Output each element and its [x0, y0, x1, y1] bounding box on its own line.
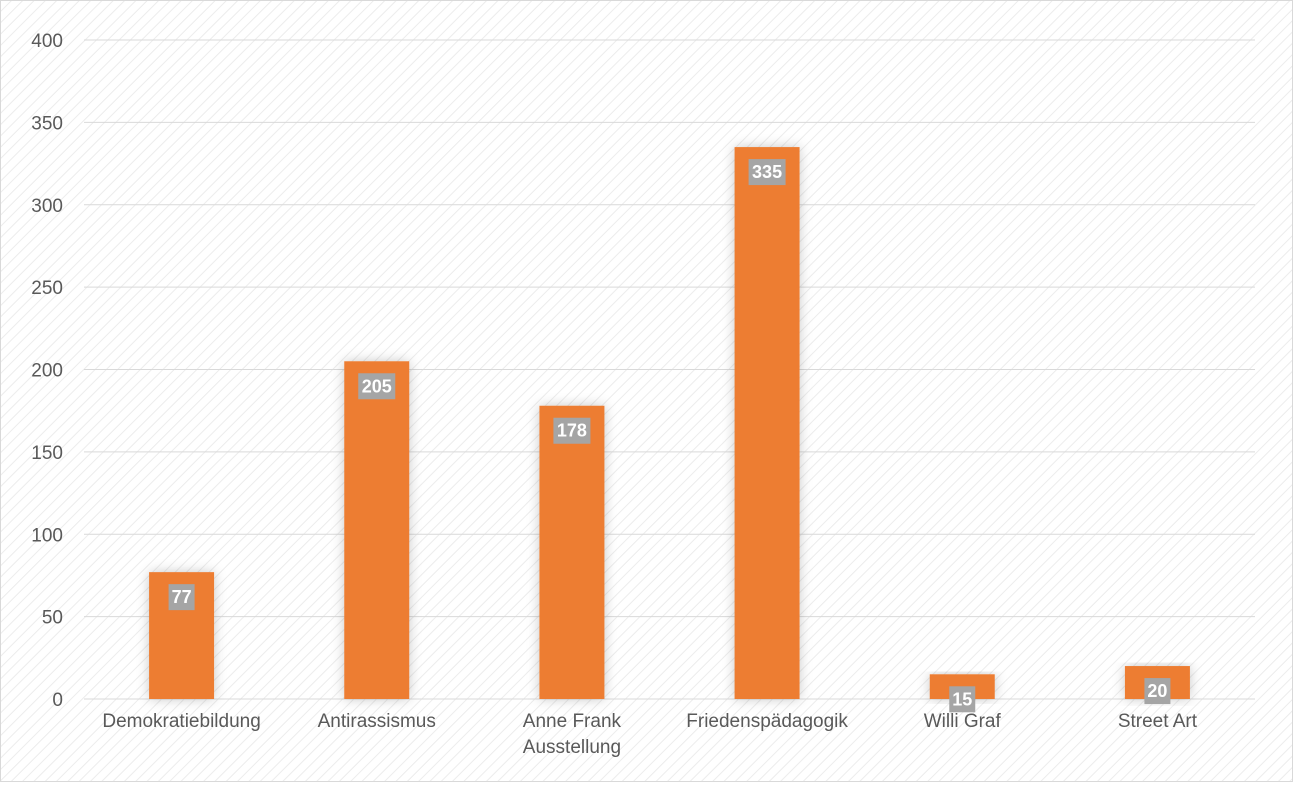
data-label: 178 [557, 421, 587, 441]
y-tick-label: 400 [31, 31, 63, 52]
y-tick-label: 150 [31, 443, 63, 464]
data-label-box [553, 417, 591, 444]
bar [734, 147, 800, 699]
y-tick-label: 50 [42, 608, 63, 629]
bar [344, 361, 410, 699]
x-axis-categories: Demokratiebildung Antirassismus Anne Frank… [102, 711, 1197, 758]
y-tick-label: 250 [31, 278, 63, 299]
data-label: 20 [1147, 681, 1167, 701]
data-label-box [358, 373, 396, 400]
x-category-label: Anne Frank [523, 711, 622, 732]
data-label: 15 [952, 689, 972, 709]
data-label-box [168, 584, 195, 611]
data-label: 335 [752, 162, 782, 182]
bars [149, 147, 1190, 699]
x-category-label: Willi Graf [924, 711, 1002, 732]
data-label: 205 [362, 376, 392, 396]
data-label-box [949, 686, 976, 713]
bar [539, 405, 605, 699]
y-tick-label: 100 [31, 525, 63, 546]
x-category-label: Antirassismus [318, 711, 436, 732]
y-tick-label: 200 [31, 361, 63, 382]
x-category-label: Ausstellung [523, 737, 621, 758]
data-labels: 77 205 178 335 15 20 [168, 159, 1171, 713]
x-category-label: Demokratiebildung [102, 711, 260, 732]
y-axis-ticks: 0 50 100 150 200 250 300 350 400 [31, 31, 63, 711]
x-category-label: Street Art [1118, 711, 1198, 732]
y-tick-label: 0 [52, 690, 63, 711]
y-tick-label: 350 [31, 113, 63, 134]
gridlines [84, 39, 1255, 700]
data-label-box [748, 159, 786, 186]
data-label: 77 [172, 587, 192, 607]
x-category-label: Friedenspädagogik [686, 711, 848, 732]
data-label-box [1144, 678, 1171, 705]
y-tick-label: 300 [31, 196, 63, 217]
